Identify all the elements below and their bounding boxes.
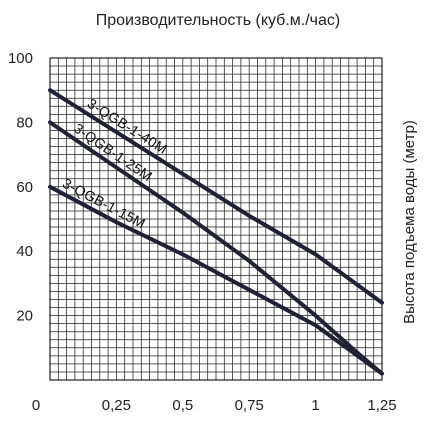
y-tick-label: 100: [8, 50, 33, 67]
x-tick-label: 1: [311, 397, 319, 414]
x-tick-label: 0,75: [235, 397, 264, 414]
x-tick-label: 0,5: [172, 397, 193, 414]
performance-curve-3: [48, 184, 384, 376]
chart-curves: [48, 88, 384, 376]
x-axis-ticks: 0 0,25 0,5 0,75 1 1,25: [32, 397, 397, 414]
x-tick-label: 0,25: [102, 397, 131, 414]
x-tick-label: 1,25: [367, 397, 396, 414]
y-axis-label: Высота подъема воды (метр): [401, 120, 418, 324]
y-tick-label: 20: [16, 308, 33, 325]
x-tick-label: 0: [32, 397, 40, 414]
y-tick-label: 40: [16, 243, 33, 260]
chart-grid: [49, 57, 383, 381]
performance-curve-2: [48, 120, 384, 376]
y-tick-label: 60: [16, 179, 33, 196]
performance-curve-1: [48, 88, 384, 305]
chart-title: Производительность (куб.м./час): [96, 12, 341, 29]
plot-border: [49, 57, 383, 381]
y-tick-label: 80: [16, 114, 33, 131]
y-axis-ticks: 20 40 60 80 100: [8, 50, 33, 325]
